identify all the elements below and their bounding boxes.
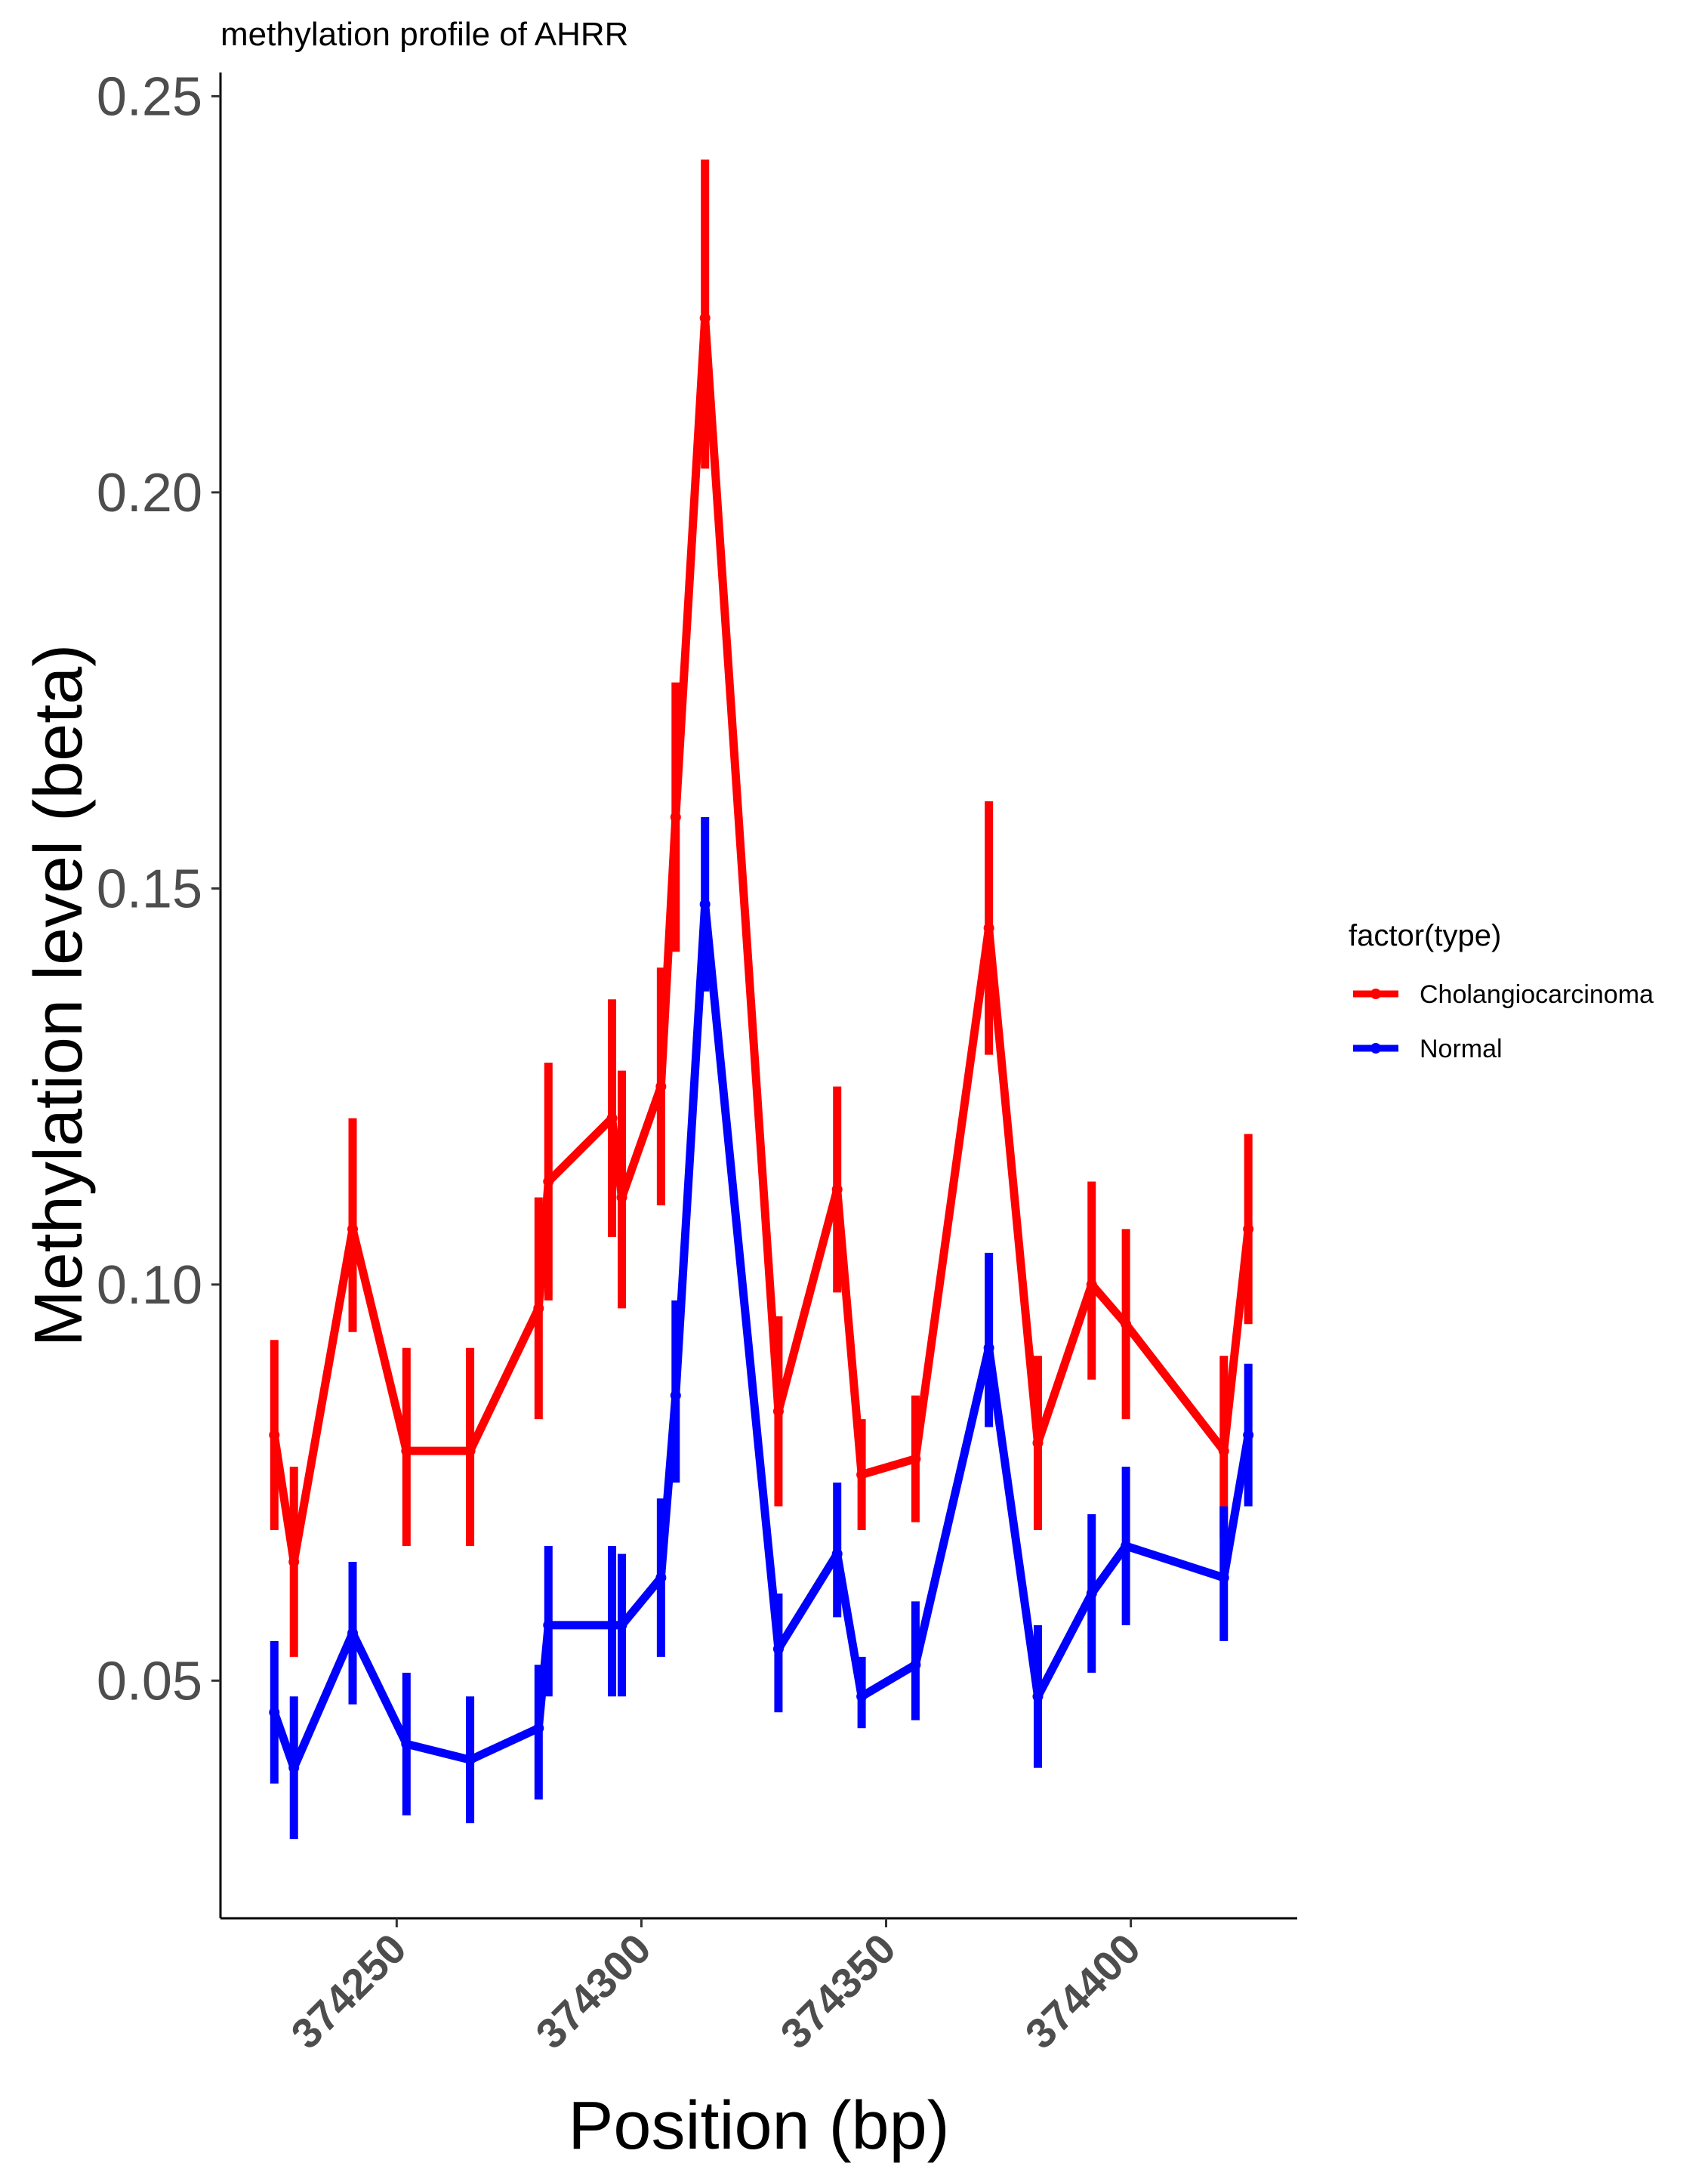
chart-title: methylation profile of AHRR (220, 16, 628, 53)
series-line-normal (270, 899, 1253, 1773)
legend-point-cholangiocarcinoma (1370, 989, 1381, 999)
data-point-normal (856, 1691, 868, 1702)
data-point-normal (1243, 1430, 1254, 1441)
data-point-cholangiocarcinoma (772, 1405, 784, 1417)
y-tick-label: 0.10 (97, 1255, 202, 1316)
data-point-cholangiocarcinoma (347, 1223, 359, 1235)
legend-label-cholangiocarcinoma: Cholangiocarcinoma (1420, 980, 1654, 1009)
data-point-cholangiocarcinoma (1218, 1446, 1229, 1457)
data-point-normal (401, 1739, 412, 1750)
data-point-normal (1032, 1691, 1044, 1702)
series-normal (269, 816, 1254, 1840)
legend-label-normal: Normal (1420, 1035, 1503, 1063)
y-axis-title: Methylation level (beta) (21, 644, 97, 1347)
data-point-normal (288, 1762, 300, 1773)
data-point-normal (831, 1548, 843, 1560)
series-layer (269, 159, 1254, 1840)
data-point-cholangiocarcinoma (606, 1112, 618, 1124)
data-point-cholangiocarcinoma (983, 922, 994, 933)
x-tick-label: 374350 (771, 1924, 905, 2058)
x-tick-label: 374300 (526, 1924, 660, 2058)
data-point-normal (1086, 1587, 1097, 1599)
data-point-cholangiocarcinoma (699, 313, 711, 324)
data-point-normal (606, 1619, 618, 1631)
series-cholangiocarcinoma (269, 159, 1254, 1657)
data-point-normal (347, 1628, 359, 1639)
data-point-cholangiocarcinoma (831, 1183, 843, 1195)
data-point-normal (655, 1572, 667, 1583)
y-tick-label: 0.15 (97, 859, 202, 919)
y-tick-label: 0.20 (97, 463, 202, 523)
data-point-cholangiocarcinoma (1086, 1279, 1097, 1290)
y-tick-label: 0.25 (97, 66, 202, 127)
data-point-normal (910, 1659, 921, 1671)
data-point-normal (543, 1619, 554, 1631)
data-point-cholangiocarcinoma (1032, 1437, 1044, 1449)
data-point-normal (464, 1754, 476, 1766)
data-point-cholangiocarcinoma (269, 1430, 280, 1441)
legend-point-normal (1370, 1043, 1381, 1054)
data-point-cholangiocarcinoma (533, 1303, 544, 1314)
data-point-cholangiocarcinoma (616, 1192, 627, 1203)
y-tick-label: 0.05 (97, 1651, 202, 1711)
x-tick-label: 374400 (1016, 1924, 1149, 2058)
data-point-cholangiocarcinoma (1243, 1223, 1254, 1235)
series-line-cholangiocarcinoma (270, 313, 1253, 1566)
legend-item-normal: Normal (1353, 1035, 1503, 1063)
x-ticks: 374250 374300 374350 374400 (282, 1918, 1149, 2058)
data-point-cholangiocarcinoma (543, 1176, 554, 1187)
y-ticks: 0.05 0.10 0.15 0.20 0.25 (97, 66, 220, 1711)
data-point-normal (772, 1643, 784, 1655)
data-point-cholangiocarcinoma (288, 1556, 300, 1567)
legend: factor(type) Cholangiocarcinoma Normal (1349, 919, 1654, 1063)
x-tick-label: 374250 (282, 1924, 415, 2058)
data-point-normal (533, 1723, 544, 1734)
data-point-cholangiocarcinoma (670, 811, 681, 822)
data-point-cholangiocarcinoma (910, 1453, 921, 1464)
legend-title: factor(type) (1349, 919, 1501, 952)
data-point-normal (269, 1707, 280, 1718)
data-point-normal (670, 1390, 681, 1401)
data-point-normal (699, 899, 711, 910)
legend-item-cholangiocarcinoma: Cholangiocarcinoma (1353, 980, 1654, 1009)
data-point-cholangiocarcinoma (1121, 1319, 1132, 1330)
data-point-normal (983, 1342, 994, 1353)
data-point-normal (1121, 1541, 1132, 1552)
data-point-cholangiocarcinoma (464, 1446, 476, 1457)
data-point-cholangiocarcinoma (655, 1081, 667, 1092)
data-point-normal (1218, 1572, 1229, 1583)
x-axis-title: Position (bp) (568, 2088, 949, 2164)
data-point-cholangiocarcinoma (856, 1469, 868, 1480)
data-point-cholangiocarcinoma (401, 1446, 412, 1457)
data-point-normal (616, 1619, 627, 1631)
